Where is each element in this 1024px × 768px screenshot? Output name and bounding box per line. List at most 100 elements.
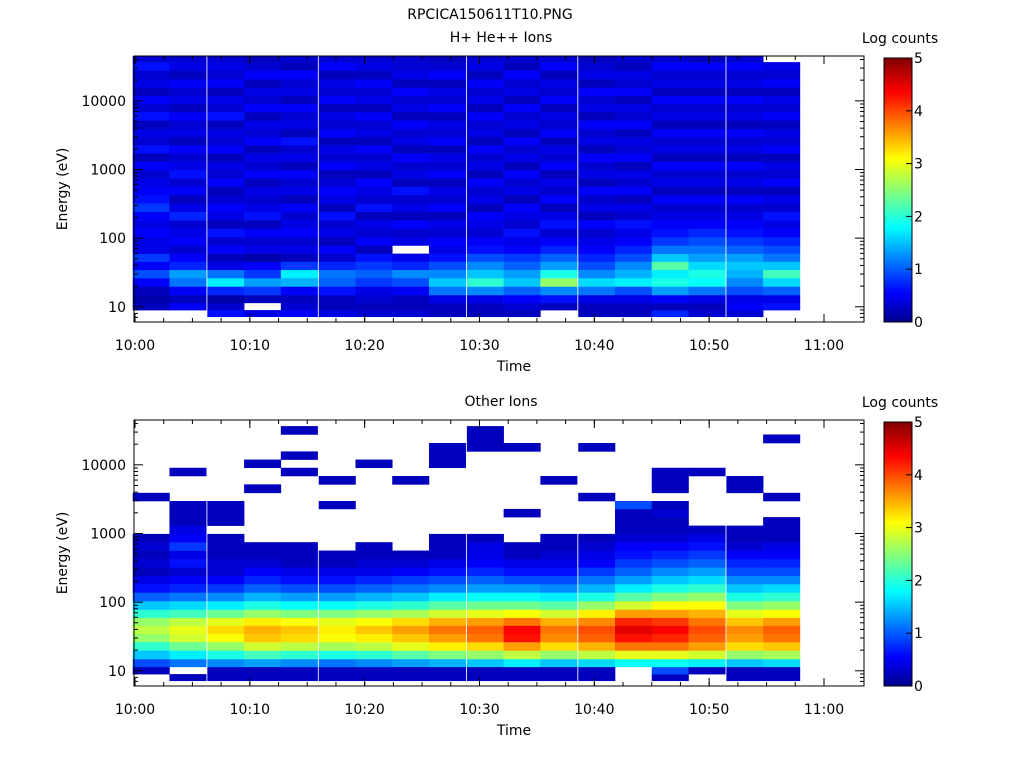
spectrogram-cell [726,87,764,96]
spectrogram-cell [355,617,393,626]
spectrogram-cell [132,120,170,130]
spectrogram-cell [280,111,318,121]
spectrogram-cell [392,137,430,146]
spectrogram-cell [540,169,578,179]
spectrogram-cell [280,666,318,675]
spectrogram-cell [318,501,356,510]
spectrogram-cell [428,609,467,618]
spectrogram-cell [540,186,578,196]
spectrogram-cell [392,87,430,96]
spectrogram-cell [503,508,541,518]
spectrogram-cell [169,525,207,535]
spectrogram-cell [280,277,318,287]
spectrogram-cell [726,542,764,551]
spectrogram-cell [392,228,430,238]
spectrogram-cell [244,286,282,296]
spectrogram-cell [466,245,504,254]
panel-h-he-ions: 10:00 10:10 10:20 10:30 10:40 10:50 11:0010100… [55,30,938,375]
spectrogram-cell [132,220,170,229]
spectrogram-cell [355,592,393,602]
spectrogram-cell [355,153,393,162]
spectrogram-cell [355,674,393,682]
spectrogram-cell [207,286,245,296]
spectrogram-cell [207,137,245,146]
spectrogram-cell [207,302,245,311]
spectrogram-cell [244,625,282,635]
colorbar [883,421,913,687]
spectrogram-cell [280,575,318,585]
spectrogram-cell [392,153,430,162]
spectrogram-cell [651,575,689,585]
spectrogram-cell [466,286,504,296]
spectrogram-cell [726,236,764,246]
spectrogram-cell [540,542,578,551]
spectrogram-cell [763,70,801,80]
spectrogram-cell [207,120,245,130]
spectrogram-cell [763,286,801,296]
spectrogram-cell [169,203,207,213]
spectrogram-cell [280,87,318,96]
spectrogram-cell [244,56,282,63]
spectrogram-cell [763,253,801,262]
spectrogram-cell [615,128,653,138]
spectrogram-cell [651,617,689,626]
spectrogram-cell [726,169,764,179]
spectrogram-cell [651,161,689,171]
spectrogram-cell [578,567,616,577]
spectrogram-cell [578,286,616,296]
spectrogram-cell [392,128,430,138]
spectrogram-cell [169,186,207,196]
spectrogram-cell [578,650,616,660]
spectrogram-cell [318,169,356,179]
spectrogram-cell [466,236,504,246]
spectrogram-cell [615,575,653,585]
spectrogram-cell [503,443,541,452]
spectrogram-cell [726,228,764,238]
spectrogram-cell [169,211,207,221]
spectrogram-cell [428,87,467,96]
spectrogram-cell [503,62,541,71]
spectrogram-cell [726,211,764,221]
spectrogram-cell [615,542,653,551]
spectrogram-cell [428,269,467,279]
spectrogram-cell [244,550,282,560]
spectrogram-cell [207,203,245,213]
spectrogram-cell [207,153,245,162]
spectrogram-cell [428,443,467,452]
spectrogram-cell [540,220,578,229]
spectrogram-cell [540,666,578,675]
spectrogram-cell [578,294,616,304]
spectrogram-cell [688,144,726,154]
spectrogram-cell [132,87,170,96]
spectrogram-cell [726,625,764,635]
spectrogram-cell [207,161,245,171]
axes-frame [133,55,865,323]
spectrogram-cell [540,87,578,96]
spectrogram-cell [651,120,689,130]
spectrogram-cell [428,310,467,318]
spectrogram-cell [763,302,801,311]
spectrogram-cell [355,194,393,204]
spectrogram-cell [280,178,318,187]
spectrogram-cell [651,641,689,651]
spectrogram-cell [726,261,764,271]
spectrogram-cell [466,666,504,675]
spectrogram-cell [392,286,430,296]
spectrogram-cell [132,103,170,113]
spectrogram-cell [428,70,467,80]
colorbar-tick-label: 3 [914,157,923,173]
spectrogram-cell [244,87,282,96]
spectrogram-cell [466,186,504,196]
spectrogram-cell [651,508,689,518]
colorbar [883,57,913,323]
spectrogram-cell [280,294,318,304]
spectrogram-cell [503,617,541,626]
spectrogram-cell [244,178,282,187]
spectrogram-cell [169,609,207,618]
spectrogram-cell [169,517,207,526]
x-tick-label: 10:10 [230,702,270,718]
spectrogram-cell [615,633,653,643]
spectrogram-cell [726,95,764,105]
spectrogram-cell [244,169,282,179]
x-tick-label: 10:50 [689,702,729,718]
